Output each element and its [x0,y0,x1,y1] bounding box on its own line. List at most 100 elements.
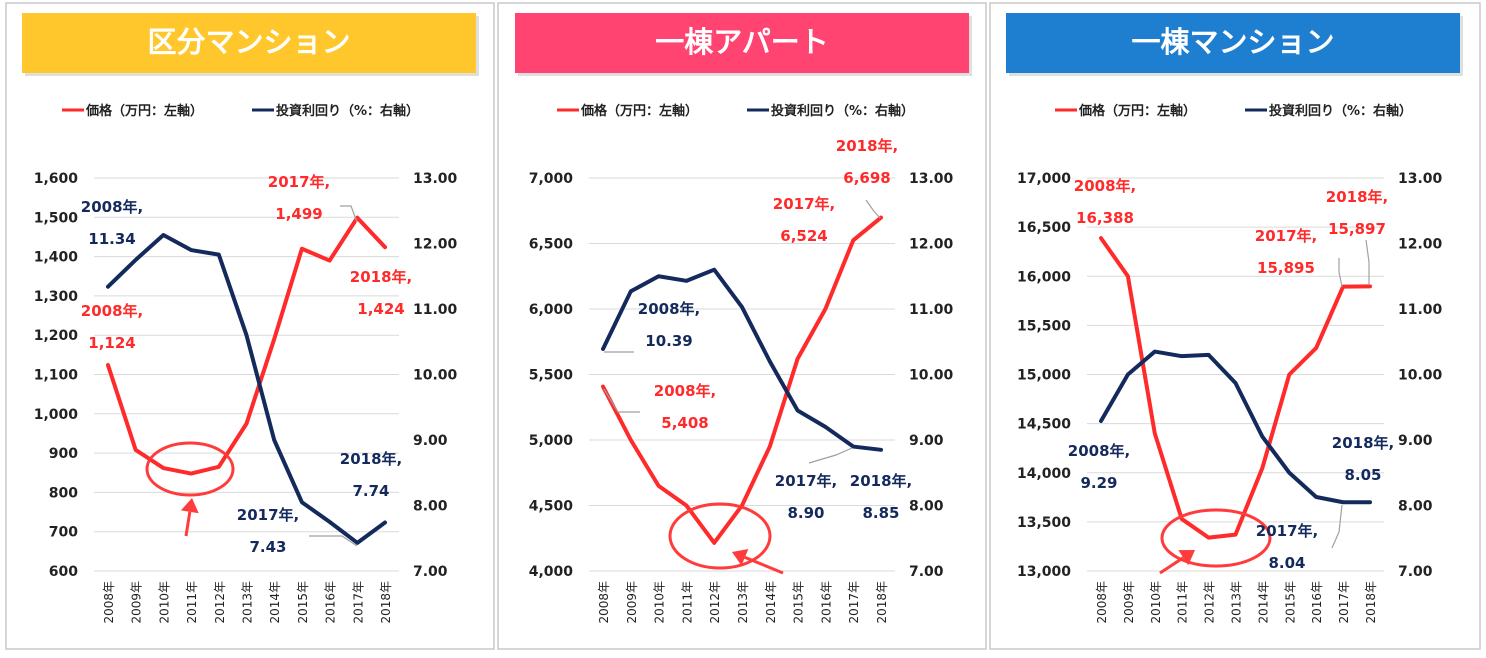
left-tick-label: 1,500 [34,210,79,226]
yield-point [601,347,605,351]
price-point [272,337,276,341]
right-tick-label: 10.00 [1398,368,1443,384]
annotation-value: 11.34 [88,230,135,248]
right-tick-label: 10.00 [909,368,954,384]
left-tick-label: 6,500 [529,237,574,253]
yield-point [134,258,138,262]
yield-point [796,409,800,413]
x-tick-label: 2011年 [1176,581,1190,624]
price-point [601,385,605,389]
annotation-year: 2018年, [350,268,412,286]
yield-point [245,333,248,337]
annotation-leader [865,199,881,219]
left-tick-label: 14,500 [1017,417,1071,433]
x-tick-label: 2016年 [819,581,833,624]
price-point [1287,373,1291,376]
left-tick-label: 1,400 [34,250,79,266]
left-tick-label: 17,000 [1017,171,1071,187]
annotation-value: 15,895 [1257,259,1315,277]
right-tick-label: 7.00 [909,564,944,580]
legend-price-label: 価格（万円：左軸） [85,103,203,119]
left-tick-label: 1,300 [34,289,79,305]
annotation-leader [1331,504,1343,549]
yield-point [383,521,387,525]
annotation-leader [1338,258,1343,288]
x-tick-label: 2014年 [764,581,778,624]
price-point [1314,346,1318,350]
panel-frame [5,2,495,650]
yield-point [328,520,332,524]
price-point [1368,284,1372,288]
price-point [1153,431,1157,435]
left-tick-label: 1,100 [34,368,79,384]
highlight-arrow-shaft [1159,556,1185,575]
price-point [245,422,248,426]
x-tick-label: 2010年 [1149,581,1163,624]
price-point [1126,274,1130,278]
left-tick-label: 700 [49,525,78,541]
yield-point [300,500,304,504]
annotation-value: 16,388 [1076,209,1134,227]
price-point [217,465,221,469]
annotation-year: 2018年, [836,137,898,155]
annotation-value: 1,424 [357,300,404,318]
annotation-year: 2017年, [237,506,299,524]
yield-point [1260,435,1264,439]
annotation-value: 15,897 [1328,220,1386,238]
price-point [823,307,827,311]
x-tick-label: 2008年 [597,581,611,624]
right-tick-label: 13.00 [909,171,954,187]
yield-point [1126,373,1130,376]
right-tick-label: 13.00 [413,171,458,187]
annotation-value: 10.39 [645,332,692,350]
price-point [106,363,110,367]
annotation-year: 2017年, [1255,227,1317,245]
right-tick-label: 7.00 [413,564,448,580]
price-point [134,448,138,452]
annotation-year: 2018年, [340,450,402,468]
right-tick-label: 12.00 [909,237,954,253]
annotation-value: 8.85 [862,504,899,522]
annotation-leader [808,447,853,464]
yield-point [1180,354,1184,358]
left-tick-label: 1,200 [34,328,79,344]
annotation-value: 5,408 [661,414,708,432]
yield-point [712,268,716,272]
left-tick-label: 5,500 [529,368,574,384]
right-tick-label: 11.00 [413,302,458,318]
legend-yield-label: 投資利回り（%：右軸） [1269,103,1412,119]
annotation-year: 2008年, [638,300,700,318]
title-banner [515,13,969,73]
right-tick-label: 12.00 [413,237,458,253]
annotation-year: 2017年, [1256,522,1318,540]
annotation-value: 9.29 [1080,474,1117,492]
left-tick-label: 1,000 [34,407,79,423]
annotation-leader [603,388,640,413]
right-tick-label: 12.00 [1398,237,1443,253]
highlight-circle [1160,508,1272,568]
right-tick-label: 9.00 [909,433,944,449]
yield-point [106,285,110,289]
annotation-year: 2017年, [268,173,330,191]
right-tick-label: 13.00 [1398,171,1443,187]
price-point [300,247,304,251]
annotation-year: 2008年, [81,198,143,216]
right-tick-label: 9.00 [413,433,448,449]
annotation-year: 2018年, [1332,434,1394,452]
yield-point [1234,381,1237,385]
right-tick-label: 11.00 [1398,302,1443,318]
price-point [189,472,193,476]
left-tick-label: 800 [49,485,78,501]
left-tick-label: 16,500 [1017,220,1071,236]
annotation-value: 6,698 [843,169,890,187]
left-tick-label: 15,500 [1017,318,1071,334]
yield-point [1314,495,1318,499]
chart-title: 一棟マンション [1131,25,1334,59]
price-point [879,216,883,220]
price-point [768,445,772,449]
right-tick-label: 8.00 [1398,499,1433,515]
annotation-year: 2018年, [1326,188,1388,206]
yield-point [823,425,827,429]
x-tick-label: 2018年 [1364,581,1378,624]
